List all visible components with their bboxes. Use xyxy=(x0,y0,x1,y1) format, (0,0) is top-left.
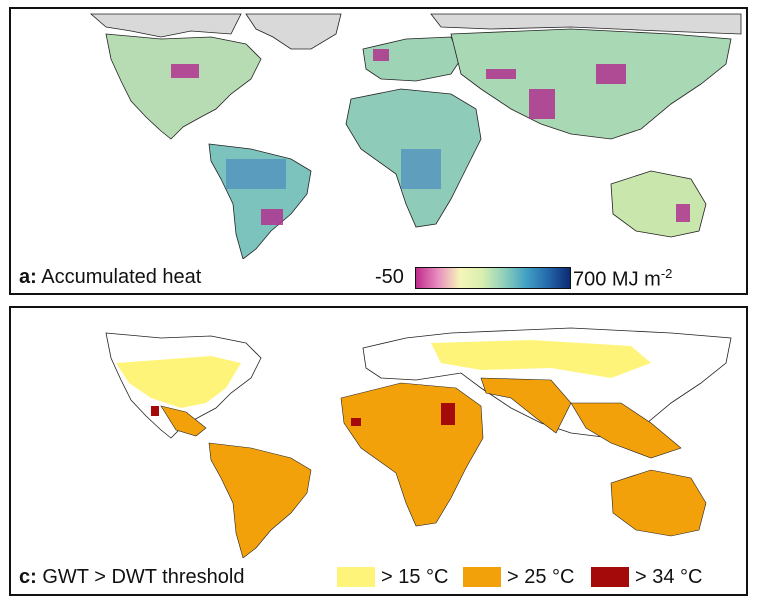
legend-item-34: > 34 °C xyxy=(591,566,702,588)
colorbar-min-label: -50 xyxy=(375,266,404,288)
gwt-over-25 xyxy=(160,377,707,558)
sahel-red xyxy=(441,403,455,425)
panel-a-label: a: Accumulated heat xyxy=(19,266,202,288)
hotspot-spain xyxy=(373,49,389,61)
legend-swatch-15 xyxy=(337,567,375,587)
asia-yellow xyxy=(431,340,651,378)
amazon-high xyxy=(226,159,286,189)
gwt-over-34 xyxy=(151,403,455,426)
se-asia-orange xyxy=(570,402,682,459)
threshold-map xyxy=(105,327,732,558)
colorbar-max-label: 700 MJ m-2 xyxy=(573,266,673,291)
australia xyxy=(610,170,707,238)
europe xyxy=(362,36,462,82)
africa-orange xyxy=(340,382,484,527)
greenland xyxy=(245,13,342,50)
asia xyxy=(450,28,732,140)
accumulated-heat-colorbar xyxy=(415,267,571,289)
high-heat-regions xyxy=(226,149,441,189)
legend-label-34: > 34 °C xyxy=(635,565,703,588)
hotspot-china xyxy=(596,64,626,84)
panel-a-accumulated-heat: a: Accumulated heat -50 700 MJ m-2 xyxy=(9,7,748,295)
south-asia-orange xyxy=(480,377,572,434)
congo-high xyxy=(401,149,441,189)
north-canada-ice xyxy=(89,13,242,38)
south-america-orange xyxy=(208,442,312,558)
panel-c-gwt-threshold: c: GWT > DWT threshold > 15 °C > 25 °C >… xyxy=(9,306,748,596)
west-africa-red xyxy=(351,418,361,426)
central-america-orange xyxy=(160,405,207,437)
legend-swatch-34 xyxy=(591,567,629,587)
heat-map xyxy=(89,13,742,259)
hotspot-india xyxy=(529,89,555,119)
negative-heat-hotspots xyxy=(171,49,690,225)
na-yellow xyxy=(116,356,241,408)
legend-label-15: > 15 °C xyxy=(381,565,449,588)
legend-item-15: > 15 °C xyxy=(337,566,448,588)
hotspot-argentina xyxy=(261,209,283,225)
siberia-ice xyxy=(430,13,742,35)
panel-c-label: c: GWT > DWT threshold xyxy=(19,566,245,588)
gwt-over-15 xyxy=(116,340,651,408)
legend-swatch-25 xyxy=(463,567,501,587)
australia-orange xyxy=(610,469,707,537)
hotspot-us-plains xyxy=(171,64,199,78)
north-america xyxy=(105,33,262,140)
hotspot-australia xyxy=(676,204,690,222)
legend-label-25: > 25 °C xyxy=(507,565,575,588)
mexico-red xyxy=(151,406,159,416)
legend-item-25: > 25 °C xyxy=(463,566,574,588)
hotspot-middle-east xyxy=(486,69,516,79)
